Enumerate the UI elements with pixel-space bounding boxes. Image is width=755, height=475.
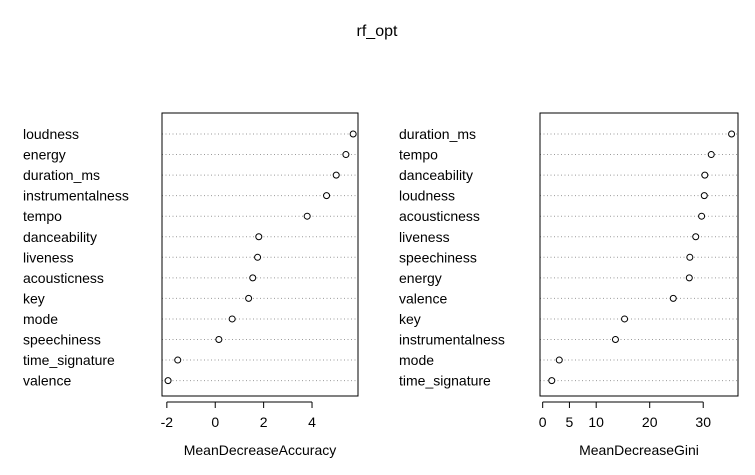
x-tick-label: 20: [642, 414, 658, 430]
data-point: [215, 336, 223, 343]
category-label: danceability: [399, 167, 473, 183]
category-label: instrumentalness: [399, 332, 505, 348]
category-label: liveness: [23, 249, 74, 265]
x-tick-label: -2: [161, 414, 174, 430]
category-label: energy: [23, 147, 66, 163]
category-label: tempo: [399, 147, 438, 163]
x-axis-label: MeanDecreaseGini: [579, 442, 699, 458]
data-point: [707, 151, 715, 159]
data-point: [255, 233, 263, 241]
data-point: [669, 294, 677, 302]
category-label: instrumentalness: [23, 188, 129, 204]
x-tick-label: 0: [211, 414, 219, 430]
category-label: duration_ms: [23, 167, 100, 183]
data-point: [342, 151, 350, 159]
category-label: tempo: [23, 208, 62, 224]
data-point: [164, 377, 172, 385]
category-label: loudness: [23, 126, 79, 142]
data-point: [621, 315, 629, 323]
category-label: loudness: [399, 188, 455, 204]
data-point: [228, 315, 236, 323]
data-point: [249, 274, 257, 282]
category-label: time_signature: [399, 373, 491, 389]
data-point: [611, 336, 619, 343]
category-label: speechiness: [399, 249, 477, 265]
category-label: energy: [399, 270, 442, 286]
category-label: mode: [399, 352, 434, 368]
category-label: danceability: [23, 229, 97, 245]
x-tick-label: 5: [566, 414, 574, 430]
category-label: liveness: [399, 229, 450, 245]
category-label: speechiness: [23, 332, 101, 348]
category-label: acousticness: [23, 270, 104, 286]
category-label: key: [23, 290, 45, 306]
x-tick-label: 4: [308, 414, 316, 430]
x-tick-label: 0: [539, 414, 547, 430]
plot-frame: [539, 112, 739, 397]
category-label: valence: [23, 373, 71, 389]
data-point: [728, 130, 736, 138]
data-point: [700, 192, 708, 200]
data-point: [332, 171, 340, 179]
panel-1: loudness energy duration_ms instrumentalnes…: [23, 112, 359, 458]
category-label: valence: [399, 290, 447, 306]
data-point: [701, 171, 709, 179]
category-label: acousticness: [399, 208, 480, 224]
category-label: time_signature: [23, 352, 115, 368]
x-tick-label: 10: [588, 414, 604, 430]
data-point: [555, 356, 563, 364]
data-point: [349, 130, 357, 138]
data-point: [685, 274, 693, 282]
data-point: [698, 212, 706, 220]
category-label: duration_ms: [399, 126, 476, 142]
data-point: [174, 356, 182, 364]
data-point: [548, 377, 556, 385]
x-tick-label: 2: [260, 414, 268, 430]
chart-title: rf_opt: [357, 23, 398, 40]
data-point: [254, 253, 262, 261]
data-point: [686, 253, 694, 261]
data-point: [323, 192, 331, 200]
category-label: mode: [23, 311, 58, 327]
data-point: [245, 294, 253, 302]
data-point: [303, 212, 311, 220]
x-tick-label: 30: [695, 414, 711, 430]
x-axis-label: MeanDecreaseAccuracy: [184, 442, 337, 458]
plot-frame: [161, 112, 359, 397]
category-label: key: [399, 311, 421, 327]
data-point: [692, 233, 700, 241]
